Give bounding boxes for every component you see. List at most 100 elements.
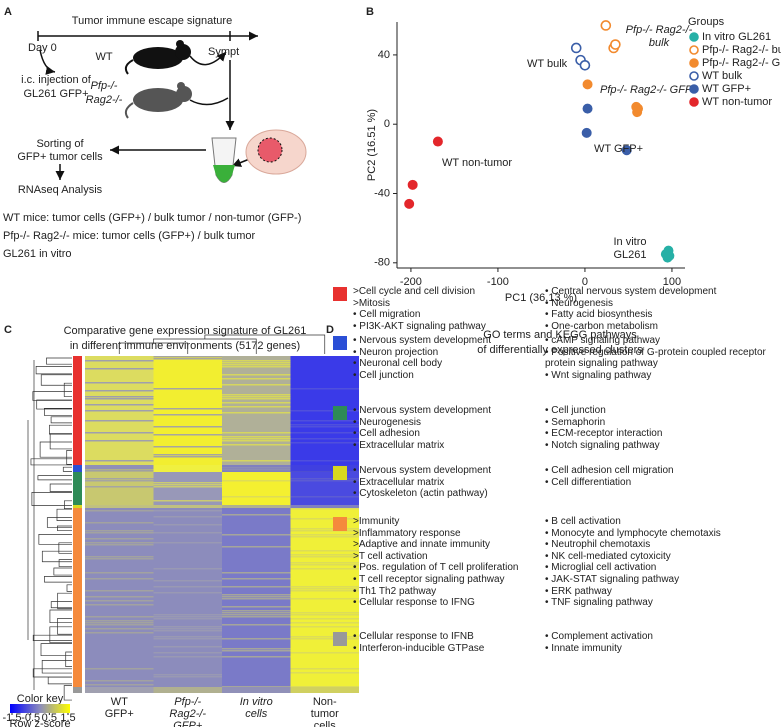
heat-stripe	[153, 516, 222, 518]
term: • One-carbon metabolism	[545, 320, 658, 332]
term: • Cellular response to IFNG	[353, 597, 475, 609]
term: • Fatty acid biosynthesis	[545, 309, 653, 321]
label: In vitro	[613, 236, 646, 248]
heat-stripe	[153, 616, 222, 618]
heat-stripe	[290, 622, 359, 624]
heat-stripe	[85, 522, 154, 524]
heat-stripe	[290, 442, 359, 444]
heat-stripe	[85, 680, 154, 682]
heat-stripe	[85, 396, 154, 398]
heat-stripe	[290, 426, 359, 428]
term: • Complement activation	[545, 631, 653, 642]
heat-stripe	[290, 564, 359, 566]
term: • JAK-STAT signaling pathway	[545, 573, 680, 585]
heat-stripe	[85, 460, 154, 462]
heat-stripe	[85, 390, 154, 392]
column-dendrogram	[118, 334, 326, 354]
heat-stripe	[153, 618, 222, 620]
heat-stripe	[85, 687, 154, 689]
label: B	[366, 6, 374, 18]
label: Rag2-/-	[86, 94, 123, 106]
heat-stripe	[153, 454, 222, 456]
heat-stripe	[153, 656, 222, 658]
term: • Nervous system development	[353, 465, 492, 476]
heat-cell	[222, 472, 291, 505]
term-column: >Cell cycle and cell division >Mitosis • C…	[353, 286, 543, 332]
term: • Cell junction	[353, 369, 414, 381]
legend-marker	[689, 32, 699, 42]
point	[570, 42, 582, 54]
label: GL261	[613, 249, 646, 261]
term: >T cell activation	[353, 550, 428, 562]
label: Row z-score	[9, 718, 70, 727]
heat-cell	[222, 505, 291, 508]
heat-stripe	[153, 674, 222, 676]
point	[600, 20, 612, 31]
cluster-swatch	[333, 517, 347, 531]
term: • Cell junction	[545, 405, 606, 416]
heat-stripe	[290, 556, 359, 558]
heat-stripe	[85, 590, 154, 592]
heat-stripe	[85, 628, 154, 630]
label: Pfp-/- Rag2-/-	[626, 24, 693, 36]
term-column: • Nervous system development • Neuron pro…	[353, 335, 543, 381]
label: Groups	[688, 16, 725, 28]
label: Sympt	[208, 46, 239, 58]
heat-stripe	[290, 638, 359, 640]
point	[579, 60, 591, 71]
mouse-icons	[124, 40, 192, 119]
heat-stripe	[85, 420, 154, 422]
heat-stripe	[222, 648, 291, 650]
label: GFP+	[173, 720, 203, 727]
label: WT mice: tumor cells (GFP+) / bulk tumor…	[3, 212, 301, 224]
term: • Th1 Th2 pathway	[353, 585, 437, 597]
label: cells	[314, 720, 337, 727]
heat-cell	[85, 687, 154, 693]
cluster-swatch	[333, 406, 347, 420]
heat-stripe	[85, 684, 154, 686]
heat-stripe	[290, 478, 359, 480]
heat-stripe	[85, 624, 154, 626]
heat-stripe	[153, 542, 222, 544]
heat-stripe	[290, 518, 359, 520]
heat-stripe	[290, 550, 359, 552]
label: i.c. injection of	[21, 74, 92, 86]
heat-stripe	[153, 626, 222, 628]
heat-stripe	[153, 646, 222, 648]
label: PC1 (36.13 %)	[505, 292, 577, 304]
term: • TNF signaling pathway	[545, 597, 653, 609]
term: >Adaptive and innate immunity	[353, 539, 491, 551]
term: • Neutrophil chemotaxis	[545, 539, 651, 551]
heat-stripe	[222, 656, 291, 658]
heat-stripe	[85, 530, 154, 532]
heat-stripe	[222, 432, 291, 434]
heat-stripe	[153, 358, 222, 360]
heat-stripe	[222, 378, 291, 380]
cluster-bar	[73, 472, 82, 505]
label: 1.5	[60, 712, 75, 724]
label: Pfp-/-	[174, 696, 201, 708]
heat-stripe	[85, 604, 154, 606]
heat-stripe	[85, 542, 154, 544]
heat-stripe	[290, 410, 359, 412]
label: C	[4, 324, 12, 336]
heat-stripe	[222, 469, 291, 471]
heat-stripe	[85, 572, 154, 574]
heat-stripe	[290, 618, 359, 620]
label: A	[4, 6, 12, 18]
heat-stripe	[222, 616, 291, 618]
heat-stripe	[290, 554, 359, 556]
heat-stripe	[85, 368, 154, 370]
heat-stripe	[222, 406, 291, 408]
heat-stripe	[85, 596, 154, 598]
term: • Central nervous system development	[545, 286, 717, 297]
heat-stripe	[290, 480, 359, 482]
heat-stripe	[153, 568, 222, 570]
heat-stripe	[290, 590, 359, 592]
legend-marker	[689, 45, 699, 55]
heat-stripe	[290, 626, 359, 628]
label: Pfp-/- Rag2-/- GFP+	[600, 84, 699, 96]
term-column: • Cellular response to IFNB • Interferon-…	[353, 631, 543, 654]
label: D	[326, 324, 334, 336]
